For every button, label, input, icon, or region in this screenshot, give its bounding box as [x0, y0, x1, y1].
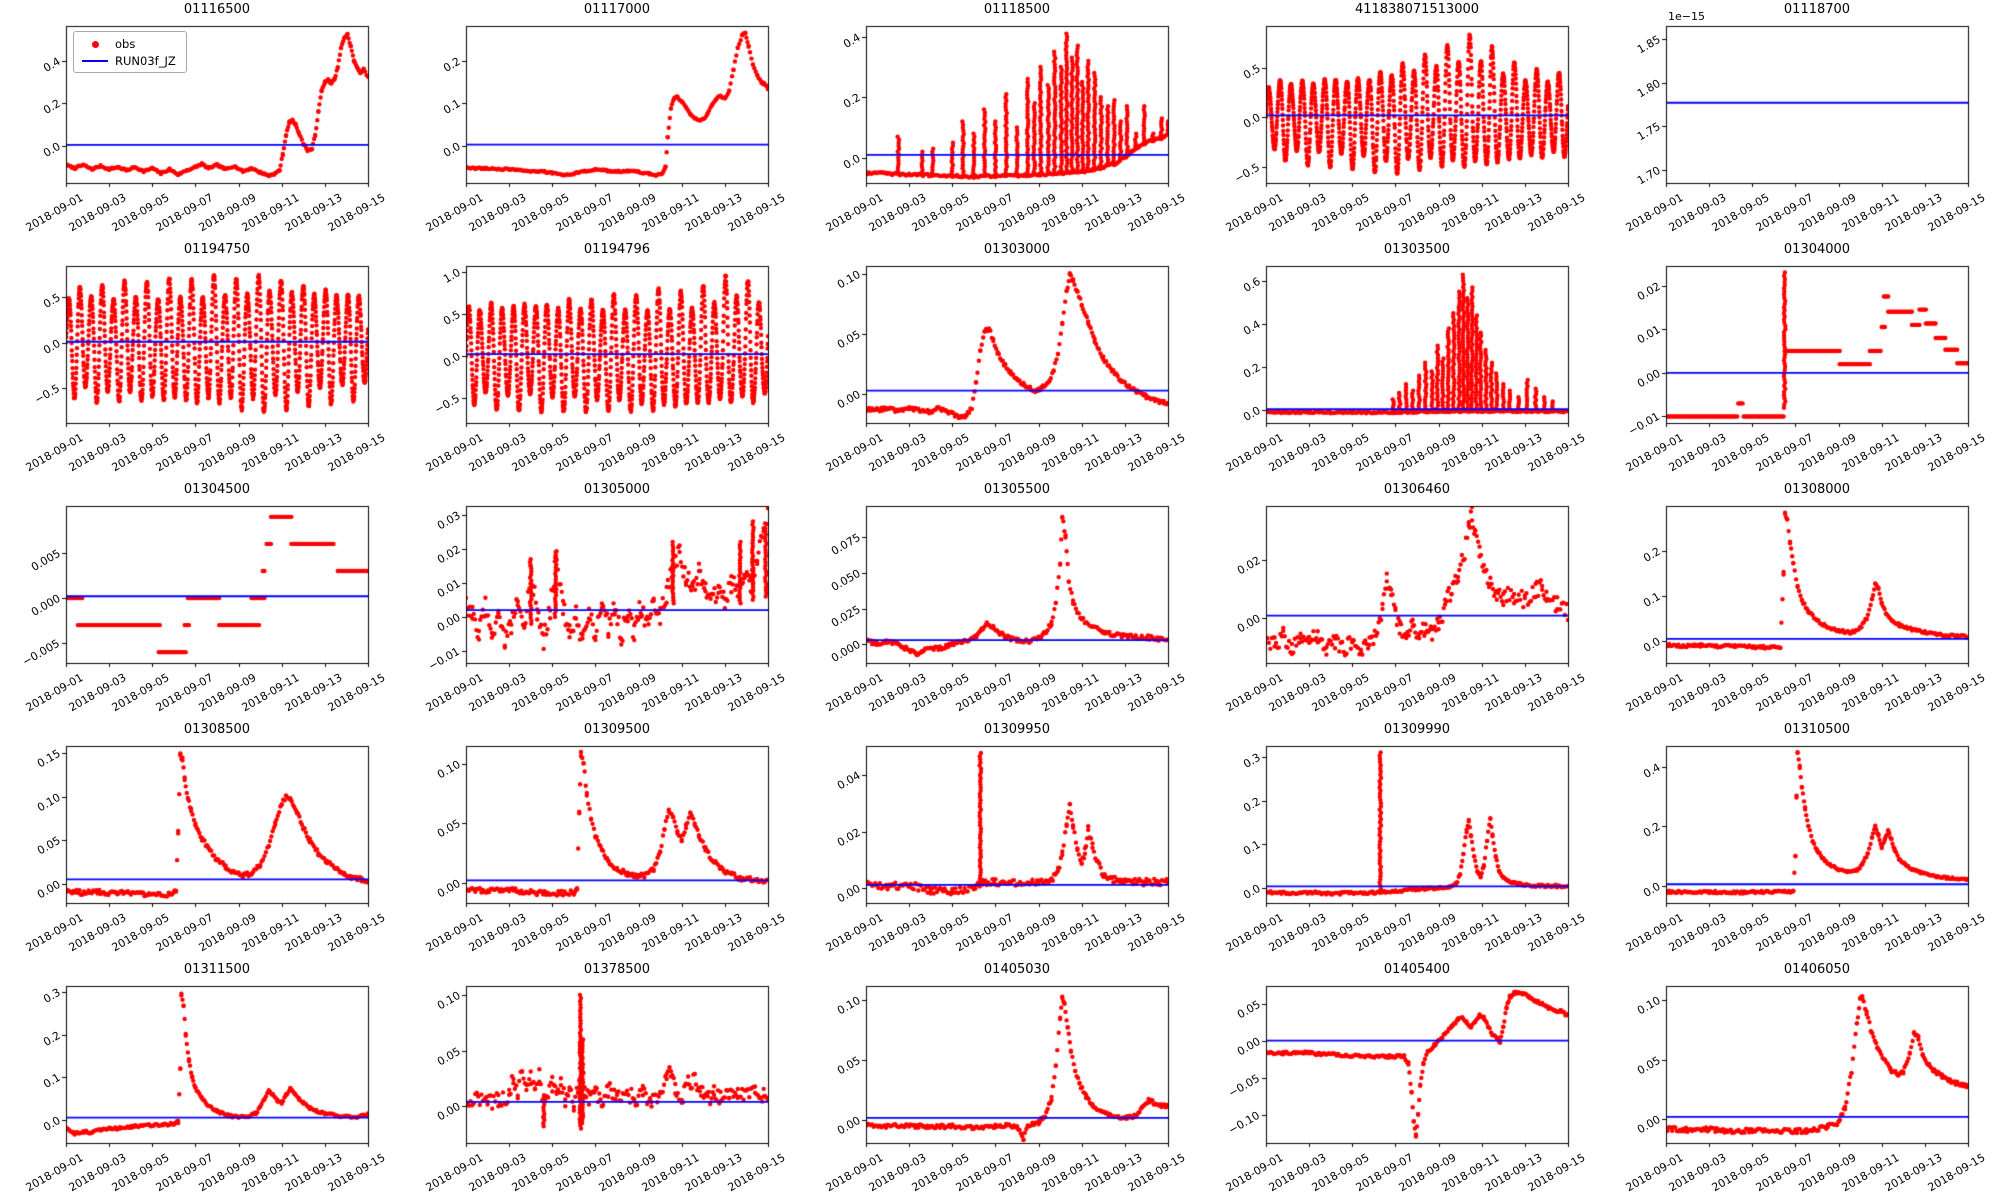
subplot-01309500: 013095000.000.050.102018-09-012018-09-03… — [400, 720, 800, 960]
subplot-01305000: 01305000−0.010.000.010.020.032018-09-012… — [400, 480, 800, 720]
plot-canvas-01116500 — [0, 0, 400, 240]
subplot-01194796: 01194796−0.50.00.51.02018-09-012018-09-0… — [400, 240, 800, 480]
plot-canvas-01308000 — [1600, 480, 2000, 720]
subplot-01310500: 013105000.00.20.42018-09-012018-09-03201… — [1600, 720, 2000, 960]
subplot-01306460: 013064600.000.022018-09-012018-09-032018… — [1200, 480, 1600, 720]
subplot-01303500: 013035000.00.20.40.62018-09-012018-09-03… — [1200, 240, 1600, 480]
subplot-01406050: 014060500.000.050.102018-09-012018-09-03… — [1600, 960, 2000, 1200]
subplot-01308500: 013085000.000.050.100.152018-09-012018-0… — [0, 720, 400, 960]
subplot-01309950: 013099500.000.020.042018-09-012018-09-03… — [800, 720, 1200, 960]
plot-canvas-01309500 — [400, 720, 800, 960]
axis-offset-text: 1e−15 — [1668, 10, 1705, 23]
subplot-01304500: 01304500−0.0050.0000.0052018-09-012018-0… — [0, 480, 400, 720]
plot-canvas-01303000 — [800, 240, 1200, 480]
plot-canvas-01308500 — [0, 720, 400, 960]
plot-canvas-01194750 — [0, 240, 400, 480]
subplot-01405030: 014050300.000.050.102018-09-012018-09-03… — [800, 960, 1200, 1200]
obs-dot-icon — [82, 37, 108, 51]
model-line-icon — [82, 54, 108, 68]
subplot-01194750: 01194750−0.50.00.52018-09-012018-09-0320… — [0, 240, 400, 480]
subplot-01305500: 013055000.0000.0250.0500.0752018-09-0120… — [800, 480, 1200, 720]
plot-canvas-01304000 — [1600, 240, 2000, 480]
plot-canvas-01118500 — [800, 0, 1200, 240]
subplot-01311500: 013115000.00.10.20.32018-09-012018-09-03… — [0, 960, 400, 1200]
plot-canvas-01117000 — [400, 0, 800, 240]
subplot-01117000: 011170000.00.10.22018-09-012018-09-03201… — [400, 0, 800, 240]
subplot-01303000: 013030000.000.050.102018-09-012018-09-03… — [800, 240, 1200, 480]
plot-canvas-01311500 — [0, 960, 400, 1200]
plot-canvas-01305000 — [400, 480, 800, 720]
legend: obs RUN03f_JZ — [73, 31, 187, 73]
plot-canvas-01378500 — [400, 960, 800, 1200]
subplot-01118500: 011185000.00.20.42018-09-012018-09-03201… — [800, 0, 1200, 240]
plot-canvas-01310500 — [1600, 720, 2000, 960]
legend-label: obs — [115, 36, 136, 51]
subplot-411838071513000: 411838071513000−0.50.00.52018-09-012018-… — [1200, 0, 1600, 240]
plot-canvas-01194796 — [400, 240, 800, 480]
plot-canvas-01306460 — [1200, 480, 1600, 720]
legend-entry: obs — [82, 35, 176, 52]
subplot-01304000: 01304000−0.010.000.010.022018-09-012018-… — [1600, 240, 2000, 480]
plot-canvas-01118700 — [1600, 0, 2000, 240]
plot-canvas-01309950 — [800, 720, 1200, 960]
subplot-01116500: 011165000.00.20.42018-09-012018-09-03201… — [0, 0, 400, 240]
subplot-01378500: 013785000.000.050.102018-09-012018-09-03… — [400, 960, 800, 1200]
subplot-01118700: 011187001.701.751.801.852018-09-012018-0… — [1600, 0, 2000, 240]
plot-canvas-01309990 — [1200, 720, 1600, 960]
legend-entry: RUN03f_JZ — [82, 52, 176, 69]
legend-label: RUN03f_JZ — [115, 53, 176, 68]
plot-canvas-01406050 — [1600, 960, 2000, 1200]
plot-canvas-01304500 — [0, 480, 400, 720]
plot-canvas-01305500 — [800, 480, 1200, 720]
subplot-01308000: 013080000.00.10.22018-09-012018-09-03201… — [1600, 480, 2000, 720]
plot-canvas-411838071513000 — [1200, 0, 1600, 240]
plot-canvas-01303500 — [1200, 240, 1600, 480]
subplot-01405400: 01405400−0.10−0.050.000.052018-09-012018… — [1200, 960, 1600, 1200]
plot-canvas-01405030 — [800, 960, 1200, 1200]
plot-canvas-01405400 — [1200, 960, 1600, 1200]
subplot-01309990: 013099900.00.10.20.32018-09-012018-09-03… — [1200, 720, 1600, 960]
